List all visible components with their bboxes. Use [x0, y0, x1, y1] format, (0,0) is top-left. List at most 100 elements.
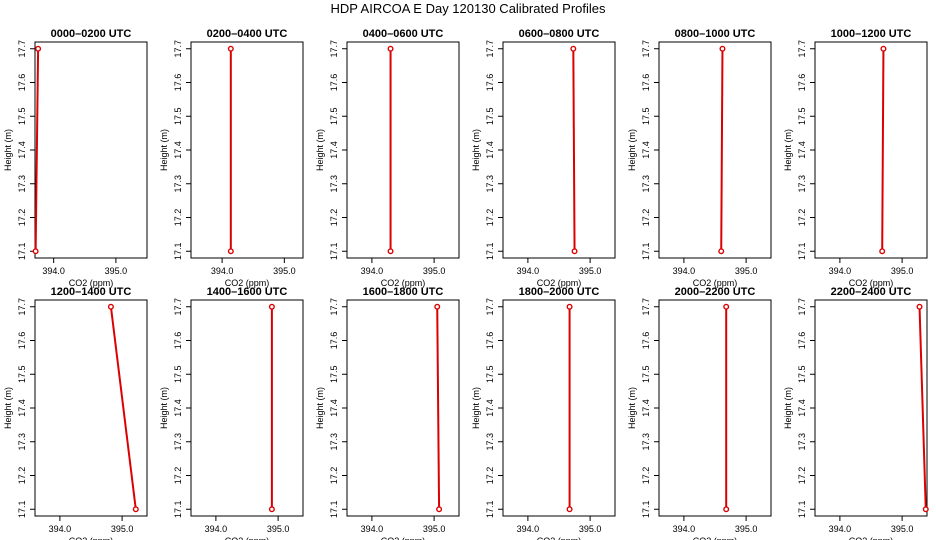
- x-tick-label: 395.0: [105, 266, 128, 276]
- x-tick-label: 395.0: [579, 266, 602, 276]
- page-title: HDP AIRCOA E Day 120130 Calibrated Profi…: [330, 1, 606, 16]
- y-tick-label: 17.7: [173, 40, 183, 58]
- y-tick-label: 17.6: [641, 74, 651, 92]
- y-tick-label: 17.7: [17, 298, 27, 316]
- data-point: [132, 506, 139, 513]
- profile-line: [109, 306, 137, 510]
- data-point: [387, 248, 394, 255]
- plot-frame: [346, 41, 460, 259]
- panel-title: 0200–0400 UTC: [207, 28, 288, 40]
- y-tick-label: 17.5: [485, 107, 495, 125]
- y-tick-label: 17.1: [797, 242, 807, 260]
- y-tick-label: 17.5: [173, 107, 183, 125]
- y-tick-label: 17.3: [173, 175, 183, 193]
- panel-title: 0400–0600 UTC: [363, 28, 444, 40]
- panel-title: 1800–2000 UTC: [519, 286, 600, 298]
- profile-line: [436, 306, 441, 510]
- y-tick-label: 17.3: [641, 433, 651, 451]
- y-tick-label: 17.3: [173, 433, 183, 451]
- y-tick-label: 17.6: [485, 74, 495, 92]
- y-tick-label: 17.6: [17, 332, 27, 350]
- profile-panel: 0000–0200 UTC 394.0 395.0 17.1 17.2 17.3 17.4 1…: [3, 28, 148, 288]
- x-tick-label: 394.0: [517, 266, 540, 276]
- data-point: [566, 506, 573, 513]
- x-axis-label: CO2 (ppm): [69, 278, 114, 288]
- y-tick-label: 17.6: [329, 74, 339, 92]
- profile-panel: 1200–1400 UTC 394.0 395.0 17.1 17.2 17.3 17.4 1…: [3, 286, 148, 540]
- y-tick-label: 17.5: [329, 365, 339, 383]
- y-tick-label: 17.4: [17, 141, 27, 159]
- y-tick-label: 17.7: [641, 40, 651, 58]
- y-tick-label: 17.6: [173, 332, 183, 350]
- data-point: [723, 506, 730, 513]
- plot-frame: [34, 299, 148, 517]
- profile-line: [34, 48, 40, 252]
- y-tick-label: 17.3: [485, 433, 495, 451]
- y-axis-label: Height (m): [783, 387, 793, 429]
- data-point: [719, 45, 726, 52]
- x-tick-label: 394.0: [673, 266, 696, 276]
- panel-title: 0800–1000 UTC: [675, 28, 756, 40]
- x-axis-label: CO2 (ppm): [849, 536, 894, 540]
- profile-panel: 2200–2400 UTC 394.0 395.0 17.1 17.2 17.3 17.4 1…: [783, 286, 929, 540]
- y-tick-label: 17.5: [173, 365, 183, 383]
- profile-panel: 1800–2000 UTC 394.0 395.0 17.1 17.2 17.3 17.4 1…: [471, 286, 616, 540]
- data-point: [916, 303, 923, 310]
- y-axis-label: Height (m): [783, 129, 793, 171]
- plot-frame: [814, 299, 928, 517]
- y-tick-label: 17.7: [797, 298, 807, 316]
- data-point: [570, 45, 577, 52]
- y-tick-label: 17.5: [797, 365, 807, 383]
- y-tick-label: 17.1: [797, 500, 807, 518]
- profile-panel: 0400–0600 UTC 394.0 395.0 17.1 17.2 17.3 17.4 1…: [315, 28, 460, 288]
- x-tick-label: 395.0: [273, 266, 296, 276]
- data-point: [718, 248, 725, 255]
- data-point: [227, 248, 234, 255]
- y-tick-label: 17.5: [797, 107, 807, 125]
- panel-title: 0600–0800 UTC: [519, 28, 600, 40]
- x-tick-label: 394.0: [517, 524, 540, 534]
- x-tick-label: 394.0: [361, 266, 384, 276]
- x-tick-label: 395.0: [891, 266, 914, 276]
- x-axis-label: CO2 (ppm): [381, 278, 426, 288]
- x-tick-label: 394.0: [211, 266, 234, 276]
- profile-panel: 1400–1600 UTC 394.0 395.0 17.1 17.2 17.3 17.4 1…: [159, 286, 304, 540]
- x-tick-label: 394.0: [361, 524, 384, 534]
- y-tick-label: 17.1: [17, 242, 27, 260]
- data-point: [879, 248, 886, 255]
- y-tick-label: 17.1: [641, 242, 651, 260]
- y-tick-label: 17.3: [329, 433, 339, 451]
- profile-panel: 0200–0400 UTC 394.0 395.0 17.1 17.2 17.3 17.4 1…: [159, 28, 304, 288]
- plot-frame: [814, 41, 928, 259]
- panel-title: 0000–0200 UTC: [51, 28, 132, 40]
- y-tick-label: 17.4: [797, 399, 807, 417]
- panel-title: 2000–2200 UTC: [675, 286, 756, 298]
- data-point: [227, 45, 234, 52]
- x-axis-label: CO2 (ppm): [537, 278, 582, 288]
- profile-panel: 2000–2200 UTC 394.0 395.0 17.1 17.2 17.3 17.4 1…: [627, 286, 772, 540]
- y-axis-label: Height (m): [159, 387, 169, 429]
- y-tick-label: 17.2: [329, 467, 339, 485]
- y-tick-label: 17.4: [173, 399, 183, 417]
- data-point: [268, 303, 275, 310]
- x-axis-label: CO2 (ppm): [693, 536, 738, 540]
- y-tick-label: 17.1: [485, 242, 495, 260]
- data-point: [922, 506, 929, 513]
- y-tick-label: 17.3: [797, 433, 807, 451]
- y-tick-label: 17.5: [17, 107, 27, 125]
- y-tick-label: 17.3: [485, 175, 495, 193]
- y-tick-label: 17.7: [17, 40, 27, 58]
- y-tick-label: 17.4: [485, 399, 495, 417]
- y-axis-label: Height (m): [315, 129, 325, 171]
- x-axis-label: CO2 (ppm): [225, 536, 270, 540]
- y-tick-label: 17.4: [329, 399, 339, 417]
- x-tick-label: 394.0: [829, 524, 852, 534]
- y-tick-label: 17.3: [17, 433, 27, 451]
- y-tick-label: 17.4: [797, 141, 807, 159]
- y-tick-label: 17.1: [173, 242, 183, 260]
- y-tick-label: 17.5: [329, 107, 339, 125]
- x-tick-label: 395.0: [735, 524, 758, 534]
- y-tick-label: 17.3: [797, 175, 807, 193]
- y-axis-label: Height (m): [471, 387, 481, 429]
